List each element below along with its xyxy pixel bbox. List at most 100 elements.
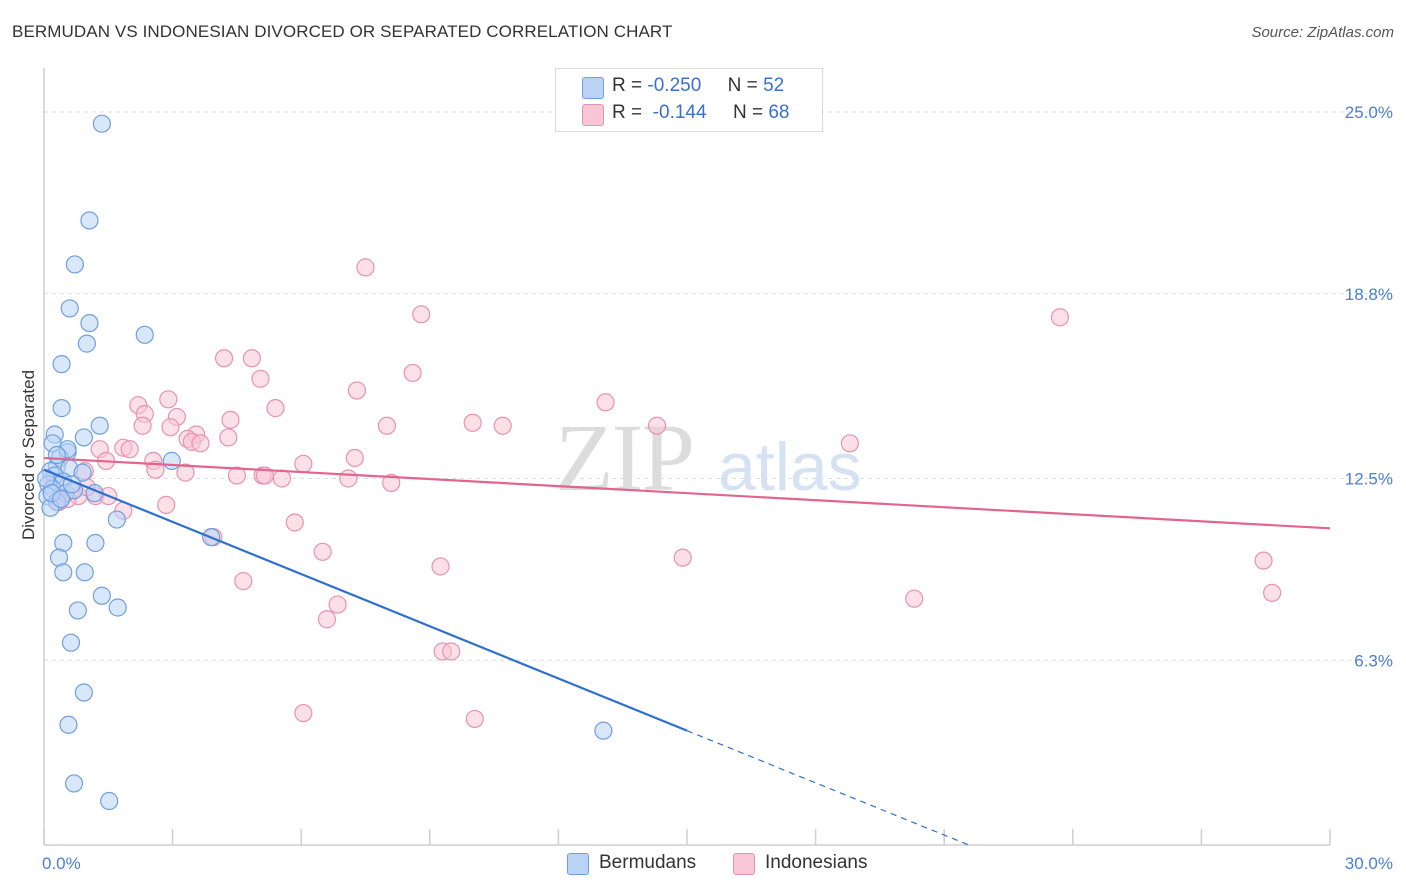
- bermudan-point-38: [61, 633, 81, 652]
- indonesian-point-35: [227, 466, 246, 485]
- bottom-legend-label-indonesians: Indonesians: [765, 852, 868, 873]
- indonesian-point-33: [345, 448, 364, 468]
- bermudan-point-40: [59, 715, 78, 734]
- indonesian-point-0: [356, 258, 375, 277]
- indonesian-point-40: [382, 473, 401, 492]
- bottom-legend-swatch-bermudans: [567, 853, 589, 875]
- indonesian-point-14: [221, 410, 240, 429]
- legend-n-label: N =: [727, 75, 758, 96]
- bottom-legend-label-bermudans: Bermudans: [599, 852, 697, 873]
- bermudan-point-36: [108, 598, 127, 617]
- bermudan-point-0: [92, 114, 111, 133]
- indonesian-point-53: [431, 557, 450, 576]
- bermudan-point-39: [74, 683, 93, 702]
- indonesian-point-58: [905, 589, 924, 608]
- bermudan-point-4: [80, 313, 99, 333]
- bermudan-point-51: [52, 489, 71, 509]
- legend-n-value-indonesians: 68: [768, 102, 790, 123]
- indonesian-point-57: [317, 610, 337, 629]
- indonesian-point-56: [328, 595, 347, 614]
- indonesian-point-25: [191, 434, 210, 453]
- legend-r-value-indonesians: -0.144: [652, 102, 707, 123]
- watermark-zip: ZIP: [555, 404, 693, 511]
- indonesian-point-8: [596, 393, 615, 412]
- legend-r-label: R =: [612, 75, 643, 96]
- indonesian-point-6: [251, 369, 270, 388]
- y-tick-labels: 25.0% 18.8% 12.5% 6.3%: [1345, 103, 1393, 670]
- legend-swatch-bermudans: [582, 77, 604, 99]
- bermudans-trend-extension: [686, 730, 969, 846]
- indonesian-point-4: [242, 349, 262, 368]
- bermudan-point-44: [594, 721, 613, 740]
- bermudan-point-48: [47, 445, 66, 465]
- indonesians-trend-line: [43, 456, 1331, 530]
- indonesian-point-67: [146, 460, 165, 479]
- indonesian-point-2: [1050, 308, 1070, 327]
- legend-n-value-bermudans: 52: [763, 75, 785, 96]
- bermudans-trend-line: [43, 468, 688, 732]
- bermudan-point-29: [107, 510, 126, 529]
- indonesian-point-37: [272, 469, 292, 488]
- y-tick-label-0: 25.0%: [1345, 103, 1393, 122]
- indonesian-point-20: [647, 416, 667, 435]
- watermark-atlas: atlas: [718, 429, 862, 505]
- indonesian-point-11: [266, 399, 285, 418]
- bermudan-point-1: [80, 211, 99, 230]
- indonesian-point-1: [412, 305, 431, 324]
- legend-r-label: R =: [612, 102, 643, 123]
- indonesian-point-50: [285, 513, 304, 532]
- bermudan-point-42: [100, 791, 119, 811]
- indonesian-point-49: [157, 495, 176, 514]
- indonesian-point-63: [294, 703, 313, 723]
- indonesian-point-3: [214, 349, 234, 368]
- legend-n-label: N =: [732, 102, 764, 123]
- y-tick-label-1: 18.8%: [1345, 285, 1393, 304]
- correlation-legend: R = -0.250 N = 52 R = -0.144 N = 68: [555, 68, 823, 132]
- bermudan-point-6: [77, 334, 96, 353]
- bermudan-point-34: [54, 563, 73, 582]
- bermudan-point-37: [68, 601, 87, 620]
- indonesian-point-17: [161, 418, 180, 437]
- indonesian-point-32: [294, 454, 313, 473]
- indonesian-point-60: [1263, 583, 1282, 602]
- source-label: Source: ZipAtlas.com: [1251, 24, 1394, 41]
- x-tick-label-max: 30.0%: [1345, 854, 1393, 873]
- indonesian-point-34: [176, 463, 195, 482]
- bermudan-point-41: [64, 774, 84, 793]
- indonesian-point-7: [347, 381, 367, 400]
- legend-r-value-bermudans: -0.250: [647, 75, 702, 96]
- indonesian-point-15: [463, 413, 482, 432]
- indonesian-point-39: [339, 469, 358, 488]
- indonesian-point-52: [313, 542, 332, 561]
- indonesian-point-55: [234, 572, 253, 591]
- indonesian-point-54: [673, 548, 692, 567]
- indonesian-point-59: [1254, 551, 1273, 570]
- trend-lines: [43, 456, 1331, 846]
- watermark: ZIP atlas: [555, 404, 862, 511]
- bermudans-points: [37, 114, 613, 811]
- bermudan-point-27: [162, 451, 181, 470]
- chart-title: BERMUDAN VS INDONESIAN DIVORCED OR SEPAR…: [12, 22, 673, 41]
- bermudan-point-5: [135, 325, 154, 344]
- y-axis-label: Divorced or Separated: [19, 370, 38, 540]
- bermudan-point-9: [90, 416, 109, 435]
- x-tick-labels: 0.0% 30.0%: [42, 829, 1393, 873]
- bottom-legend-swatch-indonesians: [733, 853, 755, 875]
- bermudan-point-3: [60, 299, 79, 318]
- x-tick-label-min: 0.0%: [42, 854, 81, 873]
- bermudan-point-46: [73, 463, 92, 482]
- indonesian-point-19: [493, 416, 512, 435]
- bermudan-point-33: [75, 563, 94, 582]
- y-tick-label-3: 6.3%: [1354, 651, 1393, 670]
- bermudan-point-11: [74, 428, 93, 447]
- indonesian-point-29: [840, 434, 859, 453]
- bermudan-point-8: [52, 399, 71, 418]
- bermudan-point-35: [92, 586, 111, 605]
- y-tick-label-2: 12.5%: [1345, 469, 1393, 488]
- indonesian-point-64: [465, 709, 484, 729]
- indonesian-point-18: [377, 416, 397, 435]
- bermudan-point-7: [52, 355, 71, 374]
- indonesian-point-16: [133, 416, 152, 435]
- indonesian-point-62: [442, 642, 461, 661]
